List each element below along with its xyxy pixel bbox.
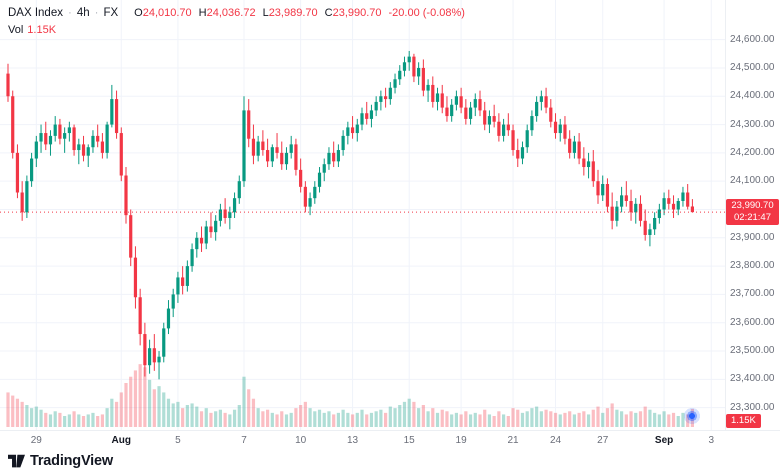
high-value: 24,036.72 — [206, 7, 256, 19]
time-axis-label: 15 — [403, 435, 415, 446]
time-axis-label: 13 — [346, 435, 359, 446]
separator-dot: · — [67, 7, 72, 19]
volume-value: 1.15K — [27, 24, 57, 36]
price-axis-label: 24,400.00 — [730, 90, 775, 102]
time-axis-label: 7 — [241, 435, 247, 446]
last-price-value: 23,990.70 — [731, 200, 774, 212]
change-value: -20.00 (-0.08%) — [388, 7, 465, 19]
price-axis-label: 23,400.00 — [730, 373, 775, 385]
time-axis-label: 27 — [597, 435, 609, 446]
time-axis-label: Sep — [654, 435, 674, 446]
tradingview-logo[interactable]: TradingView — [8, 453, 113, 469]
symbol-legend[interactable]: DAX Index · 4h · FX O 24,010.70 H 24,036.7… — [8, 7, 465, 19]
price-axis-label: 24,600.00 — [730, 33, 775, 45]
time-axis-label: 3 — [708, 435, 715, 446]
time-axis-label: 24 — [549, 435, 562, 446]
open-key: O — [134, 7, 143, 19]
price-axis-label: 23,900.00 — [730, 231, 775, 243]
separator-dot: · — [94, 7, 99, 19]
open-value: 24,010.70 — [142, 7, 192, 19]
price-axis-label: 23,800.00 — [730, 260, 775, 272]
low-key: L — [262, 7, 269, 19]
time-axis[interactable]: 29 Aug 5 7 10 13 15 19 21 24 27 Sep 3 — [0, 430, 780, 450]
candlestick-chart-canvas[interactable] — [0, 0, 725, 430]
volume-label: Vol — [8, 24, 24, 36]
close-key: C — [324, 7, 333, 19]
time-axis-label: 5 — [175, 435, 181, 446]
price-axis-label: 23,500.00 — [730, 345, 775, 357]
volume-legend[interactable]: Vol 1.15K — [8, 24, 56, 36]
time-axis-label: 29 — [30, 435, 42, 446]
price-axis-label: 24,100.00 — [730, 175, 775, 187]
symbol-name[interactable]: DAX Index — [8, 7, 63, 19]
last-price-badge: 23,990.70 02:21:47 — [726, 199, 779, 226]
bar-countdown: 02:21:47 — [734, 212, 771, 224]
volume-badge: 1.15K — [726, 414, 761, 428]
time-axis-label: 10 — [295, 435, 307, 446]
time-axis-label: 19 — [455, 435, 467, 446]
last-bar-indicator-icon — [683, 407, 702, 425]
tradingview-logo-text: TradingView — [30, 453, 113, 469]
interval-label[interactable]: 4h — [76, 7, 90, 19]
price-axis-label: 24,300.00 — [730, 118, 775, 130]
exchange-label: FX — [103, 7, 119, 19]
price-axis-label: 23,600.00 — [730, 316, 775, 328]
tradingview-logo-icon — [8, 454, 25, 467]
time-axis-label: Aug — [111, 435, 131, 446]
price-axis-label: 24,200.00 — [730, 146, 775, 158]
price-axis-label: 24,500.00 — [730, 61, 775, 73]
ohlc-readout: O 24,010.70 H 24,036.72 L 23,989.70 C 23,990… — [127, 7, 465, 19]
close-value: 23,990.70 — [332, 7, 382, 19]
high-key: H — [198, 7, 207, 19]
price-axis-label: 23,300.00 — [730, 401, 775, 413]
low-value: 23,989.70 — [268, 7, 318, 19]
time-axis-label: 21 — [507, 435, 519, 446]
price-axis-label: 23,700.00 — [730, 288, 775, 300]
